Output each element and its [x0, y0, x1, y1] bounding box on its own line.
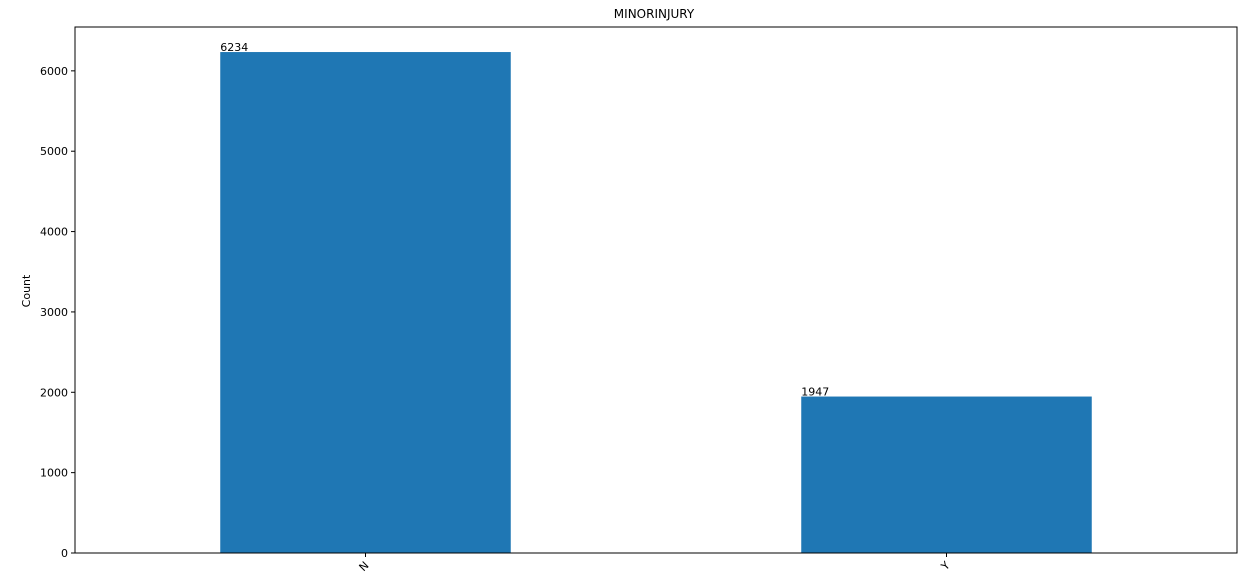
plot-frame: [74, 26, 1238, 554]
y-tick-label: 2000: [40, 386, 68, 399]
y-tick-label: 1000: [40, 467, 68, 480]
y-axis-label: Count: [20, 274, 33, 307]
bar-N: [220, 52, 511, 554]
chart-title: MINORINJURY: [614, 7, 695, 21]
y-tick-label: 4000: [40, 226, 68, 239]
y-tick-label: 5000: [40, 145, 68, 158]
y-axis-ticks: 0 1000 2000 3000 4000 5000 6000: [40, 65, 75, 560]
x-tick-label: N: [357, 559, 372, 574]
bar-value-labels: 6234 1947: [220, 41, 829, 398]
bar-Y: [801, 396, 1092, 553]
x-tick-label: Y: [938, 559, 953, 574]
y-tick-label: 6000: [40, 65, 68, 78]
bars: [220, 52, 1092, 554]
bar-value-label: 6234: [220, 41, 248, 54]
bar-value-label: 1947: [801, 386, 829, 399]
y-tick-label: 0: [61, 547, 68, 560]
y-tick-label: 3000: [40, 306, 68, 319]
